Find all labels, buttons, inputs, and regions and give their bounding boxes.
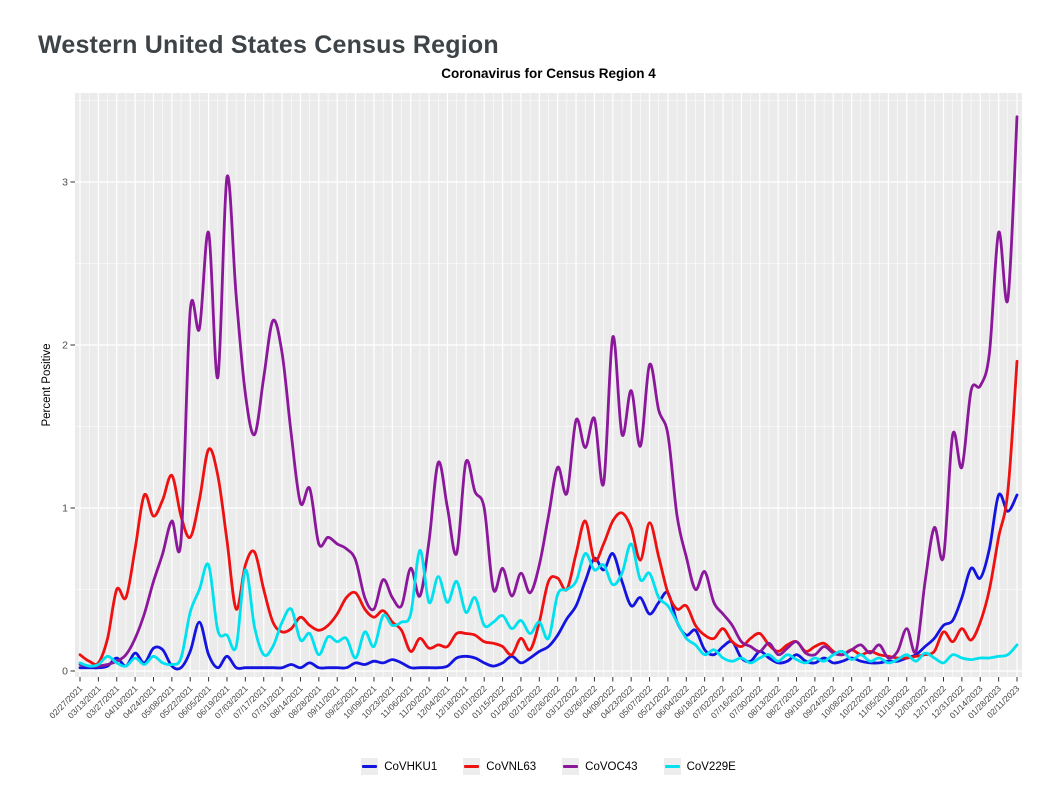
legend-key-icon — [663, 758, 681, 775]
legend-item-CoVOC43: CoVOC43 — [562, 758, 638, 775]
y-axis-tick-label: 2 — [62, 340, 68, 352]
legend-item-CoVNL63: CoVNL63 — [463, 758, 536, 775]
page-title: Western United States Census Region — [38, 30, 499, 59]
series-line-CoV229E — [78, 542, 1019, 668]
legend-item-CoV229E: CoV229E — [663, 758, 736, 775]
legend-key-line — [362, 764, 378, 769]
legend-key-line — [563, 764, 579, 769]
legend-item-CoVHKU1: CoVHKU1 — [361, 758, 437, 775]
legend-key-icon — [463, 758, 481, 775]
series-line-CoVHKU1 — [78, 492, 1019, 671]
legend-key-icon — [361, 758, 379, 775]
y-axis-tick-label: 0 — [62, 666, 68, 678]
y-axis-tick-label: 1 — [62, 503, 68, 515]
y-axis-tick-label: 3 — [62, 177, 68, 189]
legend-key-icon — [562, 758, 580, 775]
series-line-CoVOC43 — [78, 115, 1019, 668]
legend-label: CoV229E — [686, 760, 736, 773]
legend-label: CoVHKU1 — [384, 760, 438, 773]
legend: CoVHKU1 CoVNL63 CoVOC43 CoV229E — [75, 758, 1022, 775]
chart-title: Coronavirus for Census Region 4 — [441, 66, 656, 81]
legend-label: CoVOC43 — [585, 760, 638, 773]
legend-key-line — [464, 764, 480, 769]
legend-label: CoVNL63 — [486, 760, 537, 773]
legend-key-line — [664, 764, 680, 769]
